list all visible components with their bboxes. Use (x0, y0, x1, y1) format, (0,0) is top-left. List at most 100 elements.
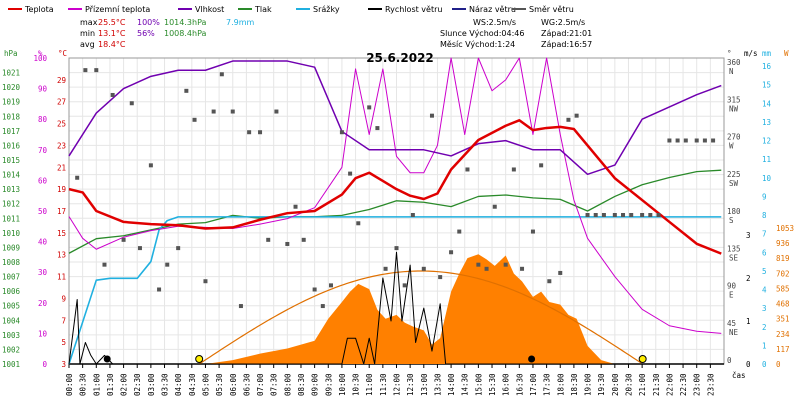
hpa-tick-label: 1011 (2, 214, 20, 223)
wind-dir-point (320, 304, 325, 309)
mm-tick-label: 15 (762, 81, 771, 90)
x-tick-label: 23:00 (693, 373, 702, 396)
moonrise-marker (103, 355, 111, 363)
legend-label: Srážky (313, 5, 340, 14)
hpa-tick-label: 1016 (2, 141, 21, 150)
stat-avg-temp: 18.4°C (98, 40, 126, 49)
wind-dir-point (402, 283, 407, 288)
hpa-tick-label: 1002 (2, 345, 20, 354)
legend-label: Vlhkost (195, 5, 224, 14)
pct-tick-label: 10 (38, 329, 48, 338)
ms-tick-label: 1 (746, 317, 751, 326)
wind-dir-point (601, 213, 606, 217)
temp-tick-label: 23 (57, 141, 66, 150)
wind-dir-point (230, 109, 235, 114)
wind-dir-point (383, 266, 388, 271)
temp-tick-label: 15 (57, 229, 66, 238)
sunset-marker (638, 355, 647, 363)
x-tick-label: 11:30 (379, 373, 388, 396)
wind-dir-point (449, 250, 454, 255)
wind-dir-point (192, 117, 197, 122)
x-tick-label: 09:30 (324, 373, 333, 396)
temp-tick-label: 27 (57, 98, 66, 107)
x-tick-label: 04:30 (188, 373, 197, 396)
stat-label: max (80, 18, 98, 27)
ground-temp-line (68, 57, 722, 334)
deg-tick-label: 315 (727, 95, 741, 104)
stat-label: avg (80, 40, 95, 49)
x-tick-label: 08:00 (283, 373, 292, 396)
moonrise-text: Měsíc Východ:1:24 (440, 40, 515, 49)
mm-tick-label: 7 (762, 230, 767, 239)
pct-tick-label: 60 (38, 176, 48, 185)
temp-tick-label: 17 (57, 207, 66, 216)
x-tick-label: 15:00 (474, 373, 483, 396)
x-tick-label: 16:30 (515, 373, 524, 396)
x-tick-label: 22:00 (665, 373, 674, 396)
wind-dir-point (137, 246, 142, 251)
temp-tick-label: 9 (61, 294, 66, 303)
stat-max-hum: 100% (137, 18, 160, 27)
x-tick-label: 22:30 (679, 373, 688, 396)
wind-dir-point (621, 213, 626, 217)
x-tick-label: 02:30 (133, 373, 142, 396)
temp-tick-label: 7 (61, 316, 66, 325)
temp-tick-label: 19 (57, 185, 66, 194)
pct-tick-label: 50 (38, 207, 48, 216)
x-axis-label: čas (732, 371, 746, 380)
x-tick-label: 05:30 (215, 373, 224, 396)
x-tick-label: 01:30 (106, 373, 115, 396)
stat-max-rain: 7.9mm (226, 18, 255, 27)
mm-tick-label: 1 (762, 341, 767, 350)
legend-label: Směr větru (529, 5, 574, 14)
mm-tick-label: 0 (762, 360, 767, 369)
deg-tick-label: 90 (727, 282, 737, 291)
wind-speed-line (68, 251, 722, 365)
x-tick-label: 06:30 (242, 373, 251, 396)
pct-tick-label: 40 (38, 238, 48, 247)
wind-dir-point (375, 126, 380, 131)
hpa-tick-label: 1018 (2, 112, 21, 121)
pct-tick-label: 90 (38, 85, 48, 94)
wind-dir-point (285, 241, 290, 246)
deg-tick-label: 360 (727, 58, 741, 67)
wind-dir-point (293, 204, 298, 209)
x-tick-label: 09:00 (311, 373, 320, 396)
wind-dir-point (558, 270, 563, 275)
temp-unit: °C (58, 49, 67, 58)
moonset-marker (528, 355, 536, 363)
wind-dir-point (465, 167, 470, 172)
mm-tick-label: 3 (762, 304, 767, 313)
wind-dir-point (511, 167, 516, 172)
hpa-tick-label: 1008 (2, 258, 21, 267)
x-tick-label: 00:30 (79, 373, 88, 396)
temp-tick-label: 13 (57, 251, 66, 260)
deg-tick-label: 135 (727, 244, 741, 253)
wind-dir-point (492, 204, 497, 209)
stat-max-press: 1014.3hPa (164, 18, 207, 27)
x-tick-label: 18:30 (570, 373, 579, 396)
wind-dir-point (165, 262, 170, 267)
wind-dir-point (348, 171, 353, 176)
x-tick-label: 11:00 (365, 373, 374, 396)
legend-label: Náraz větru (469, 5, 516, 14)
wind-dir-point (129, 101, 134, 106)
x-tick-label: 20:30 (624, 373, 633, 396)
wind-dir-point (211, 109, 216, 114)
wind-dir-point (675, 138, 680, 143)
mm-tick-label: 5 (762, 267, 767, 276)
mm-unit: mm (762, 49, 772, 58)
hpa-unit: hPa (4, 49, 18, 58)
legend-label: Rychlost větru (385, 5, 442, 14)
moonset-text: Západ:16:57 (541, 40, 592, 49)
temp-tick-label: 5 (61, 338, 66, 347)
wind-dir-point (503, 262, 508, 267)
x-tick-label: 13:00 (420, 373, 429, 396)
wind-dir-point (539, 163, 544, 168)
temp-tick-label: 11 (57, 273, 66, 282)
mm-tick-label: 11 (762, 155, 771, 164)
sunset-text: Západ:21:01 (541, 29, 592, 38)
legend-label: Přízemní teplota (85, 5, 150, 14)
pressure-line (68, 169, 722, 254)
